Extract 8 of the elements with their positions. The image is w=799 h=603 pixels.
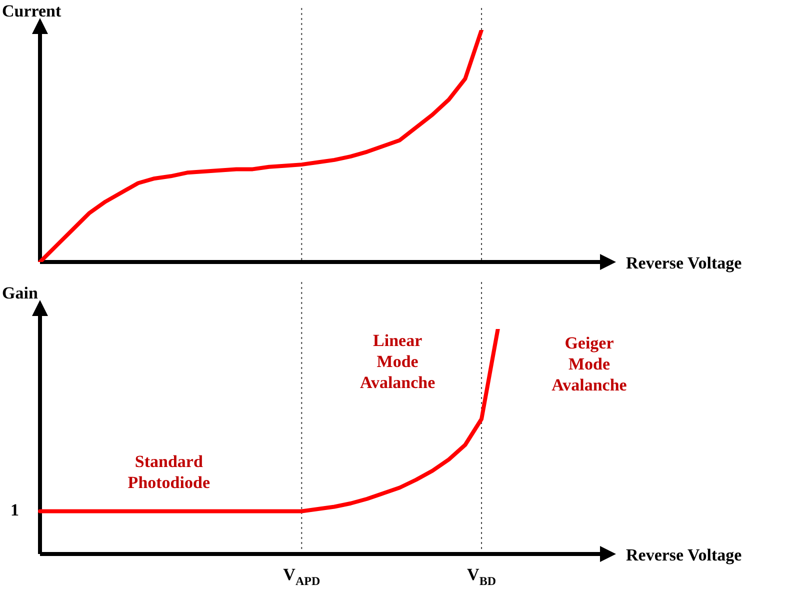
x-axis-title: Reverse Voltage	[626, 545, 742, 564]
x-axis-title: Reverse Voltage	[626, 253, 742, 272]
annotation: Linear Mode Avalanche	[360, 331, 436, 392]
y-axis-title: Gain	[2, 283, 38, 302]
y-axis-title: Current	[2, 1, 62, 20]
text: 1	[10, 500, 20, 520]
annotation: Geiger Mode Avalanche	[552, 333, 628, 394]
annotation: Standard Photodiode	[128, 452, 210, 492]
